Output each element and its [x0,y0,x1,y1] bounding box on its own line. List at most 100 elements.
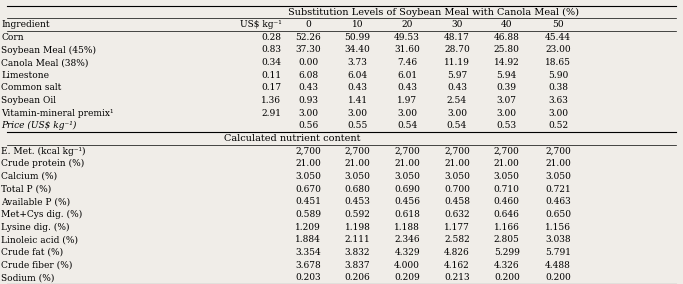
Text: 48.17: 48.17 [444,33,470,42]
Text: 0.56: 0.56 [298,121,318,130]
Text: 3.050: 3.050 [394,172,420,181]
Text: 3.837: 3.837 [345,260,370,270]
Text: 1.97: 1.97 [397,96,417,105]
Text: 1.177: 1.177 [444,223,470,231]
Text: 10: 10 [352,20,363,29]
Text: 45.44: 45.44 [545,33,571,42]
Text: 0.458: 0.458 [444,197,470,206]
Text: 3.00: 3.00 [397,109,417,118]
Text: 50.99: 50.99 [344,33,371,42]
Text: 2,700: 2,700 [545,147,571,156]
Text: 0.34: 0.34 [262,58,281,67]
Text: 0.54: 0.54 [397,121,417,130]
Text: 0.52: 0.52 [548,121,568,130]
Text: 2,700: 2,700 [444,147,470,156]
Text: 0.43: 0.43 [447,83,467,92]
Text: 3.050: 3.050 [345,172,370,181]
Text: Limestone: Limestone [1,71,49,80]
Text: 0.11: 0.11 [262,71,281,80]
Text: 0.721: 0.721 [545,185,571,194]
Text: 0.200: 0.200 [545,273,571,282]
Text: 31.60: 31.60 [394,45,420,55]
Text: 0.206: 0.206 [345,273,370,282]
Text: 3.00: 3.00 [348,109,367,118]
Text: 3.038: 3.038 [545,235,571,244]
Text: 0: 0 [305,20,311,29]
Text: Soybean Oil: Soybean Oil [1,96,57,105]
Text: 14.92: 14.92 [494,58,520,67]
Text: 0.209: 0.209 [394,273,420,282]
Text: 0.17: 0.17 [262,83,281,92]
Text: 5.791: 5.791 [545,248,571,257]
Text: 0.54: 0.54 [447,121,467,130]
Text: 28.70: 28.70 [444,45,470,55]
Text: 3.354: 3.354 [295,248,321,257]
Text: 0.53: 0.53 [497,121,517,130]
Text: 34.40: 34.40 [345,45,370,55]
Text: 4.826: 4.826 [444,248,470,257]
Text: 3.050: 3.050 [545,172,571,181]
Text: 0.632: 0.632 [444,210,470,219]
Text: 21.00: 21.00 [345,159,370,168]
Text: 0.670: 0.670 [295,185,321,194]
Text: 0.43: 0.43 [298,83,318,92]
Text: 21.00: 21.00 [444,159,470,168]
Text: 7.46: 7.46 [397,58,417,67]
Text: 1.209: 1.209 [295,223,321,231]
Text: 3.73: 3.73 [348,58,367,67]
Text: 21.00: 21.00 [295,159,321,168]
Text: 46.88: 46.88 [494,33,520,42]
Text: 1.884: 1.884 [295,235,321,244]
Text: 0.55: 0.55 [348,121,367,130]
Text: 4.000: 4.000 [394,260,420,270]
Text: Price (US$ kg⁻¹): Price (US$ kg⁻¹) [1,121,76,130]
Text: 0.650: 0.650 [545,210,571,219]
Text: 0.00: 0.00 [298,58,318,67]
Text: 1.36: 1.36 [262,96,281,105]
Text: Vitamin-mineral premix¹: Vitamin-mineral premix¹ [1,109,114,118]
Text: 2.91: 2.91 [262,109,281,118]
Text: 4.488: 4.488 [545,260,571,270]
Text: 49.53: 49.53 [394,33,420,42]
Text: 2,700: 2,700 [295,147,321,156]
Text: 0.38: 0.38 [548,83,568,92]
Text: Calculated nutrient content: Calculated nutrient content [224,134,360,143]
Text: 0.453: 0.453 [345,197,370,206]
Text: 3.832: 3.832 [345,248,370,257]
Text: 3.678: 3.678 [295,260,321,270]
Text: 0.93: 0.93 [298,96,318,105]
Text: Ingredient: Ingredient [1,20,50,29]
Text: Substitution Levels of Soybean Meal with Canola Meal (%): Substitution Levels of Soybean Meal with… [288,7,579,16]
Text: 1.188: 1.188 [394,223,420,231]
Text: Total P (%): Total P (%) [1,185,52,194]
Text: 30: 30 [451,20,462,29]
Text: 37.30: 37.30 [295,45,321,55]
Text: 0.43: 0.43 [348,83,367,92]
Text: 3.00: 3.00 [548,109,568,118]
Text: 6.08: 6.08 [298,71,318,80]
Text: US$ kg⁻¹: US$ kg⁻¹ [240,20,281,29]
Text: Common salt: Common salt [1,83,61,92]
Text: Soybean Meal (45%): Soybean Meal (45%) [1,45,96,55]
Text: 6.01: 6.01 [397,71,417,80]
Text: 5.97: 5.97 [447,71,467,80]
Text: Lysine dig. (%): Lysine dig. (%) [1,222,70,232]
Text: 5.299: 5.299 [494,248,520,257]
Text: 2.111: 2.111 [345,235,370,244]
Text: Crude fat (%): Crude fat (%) [1,248,64,257]
Text: 0.39: 0.39 [497,83,517,92]
Text: 2.346: 2.346 [394,235,420,244]
Text: 5.94: 5.94 [497,71,517,80]
Text: 4.326: 4.326 [494,260,520,270]
Text: 4.329: 4.329 [394,248,420,257]
Text: 50: 50 [552,20,564,29]
Text: Corn: Corn [1,33,24,42]
Text: 3.07: 3.07 [497,96,517,105]
Text: 3.63: 3.63 [548,96,568,105]
Text: 2,700: 2,700 [394,147,420,156]
Text: 0.680: 0.680 [345,185,370,194]
Text: 0.592: 0.592 [345,210,370,219]
Text: 25.80: 25.80 [494,45,520,55]
Text: 1.156: 1.156 [545,223,571,231]
Text: 1.41: 1.41 [348,96,367,105]
